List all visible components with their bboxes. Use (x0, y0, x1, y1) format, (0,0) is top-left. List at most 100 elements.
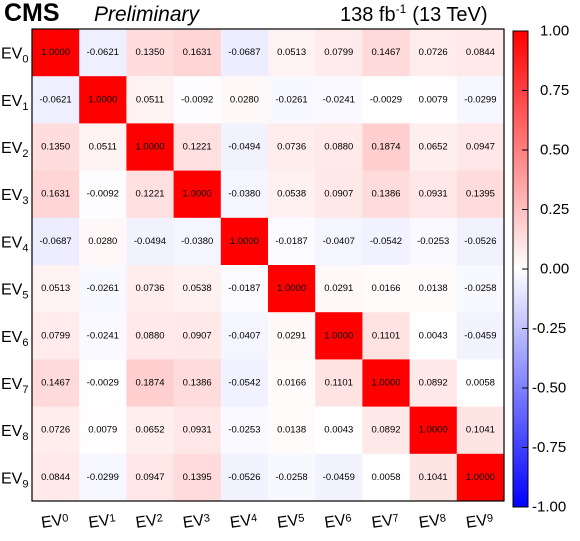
cell-value-label: 0.1395 (466, 189, 495, 200)
heatmap-cell (79, 312, 127, 360)
x-tick-label: EV5 (276, 511, 306, 532)
heatmap-cell (32, 123, 80, 172)
cell-value-label: -0.0092 (181, 94, 213, 105)
heatmap-cell (409, 453, 458, 502)
heatmap-cell (79, 217, 127, 266)
cell-value-label: -0.0261 (275, 94, 307, 105)
y-tick-label: EV2 (1, 140, 28, 160)
cell-value-label: 0.0892 (371, 425, 400, 436)
heatmap-cell (32, 29, 80, 77)
heatmap-cell (79, 29, 127, 77)
cell-value-label: -0.0299 (464, 94, 496, 105)
cell-value-label: 1.0000 (230, 236, 259, 247)
cell-value-label: 0.0513 (41, 283, 70, 294)
cell-value-label: 0.0880 (135, 330, 164, 341)
heatmap-cell (220, 217, 269, 266)
cell-value-label: -0.0687 (39, 236, 71, 247)
heatmap-cell (126, 406, 175, 455)
cell-value-label: 0.0726 (419, 47, 448, 58)
heatmap-cell (32, 312, 80, 360)
cell-value-label: 0.0138 (419, 283, 448, 294)
heatmap-cell (456, 123, 505, 172)
heatmap-cell (32, 217, 80, 266)
x-tick-label: EV0 (40, 511, 70, 532)
cell-value-label: 0.0844 (466, 47, 495, 58)
cell-value-label: -0.0494 (228, 142, 260, 153)
cell-value-label: -0.0253 (417, 236, 449, 247)
cell-value-label: -0.0380 (228, 189, 260, 200)
cell-value-label: 0.0291 (277, 330, 306, 341)
y-tick-label: EV8 (1, 423, 28, 443)
heatmap-cell (409, 29, 458, 77)
cell-value-label: 0.0280 (230, 94, 259, 105)
heatmap-cell (79, 123, 127, 172)
heatmap-cell (315, 217, 363, 266)
heatmap-cell (268, 123, 316, 172)
x-tick-label: EV6 (323, 511, 353, 532)
cell-value-label: 0.0511 (89, 142, 117, 153)
heatmap-cell (173, 312, 222, 360)
heatmap-cell (268, 217, 316, 266)
heatmap-cell (79, 359, 127, 408)
heatmap-cell (268, 453, 316, 502)
cell-value-label: 0.1350 (41, 142, 70, 153)
heatmap-cell (268, 406, 316, 455)
heatmap-cell (126, 29, 175, 77)
cell-value-label: 0.0907 (324, 189, 353, 200)
cell-value-label: 0.0511 (136, 94, 164, 105)
experiment-label: CMS (4, 0, 60, 27)
cell-value-label: 0.0880 (324, 142, 353, 153)
cell-value-label: 0.1221 (135, 189, 164, 200)
heatmap-cell (409, 170, 458, 219)
heatmap-cell (79, 406, 127, 455)
heatmap-cell (409, 217, 458, 266)
heatmap-cell (32, 406, 80, 455)
heatmap-cell (126, 265, 175, 313)
heatmap-cell (315, 29, 363, 77)
cell-value-label: 0.0280 (88, 236, 117, 247)
cell-value-label: -0.0241 (323, 94, 355, 105)
heatmap-cell (79, 453, 127, 502)
cell-value-label: -0.0380 (181, 236, 213, 247)
y-tick-label: EV7 (1, 376, 28, 396)
heatmap-cell (409, 406, 458, 455)
heatmap-cell (456, 265, 505, 313)
x-tick-label: EV9 (465, 511, 495, 532)
cell-value-label: -0.0258 (275, 472, 307, 483)
cell-value-label: 0.0652 (135, 425, 164, 436)
cell-value-label: 0.1041 (419, 472, 448, 483)
cell-value-label: 0.0931 (183, 425, 212, 436)
heatmap-cell (409, 265, 458, 313)
y-tick-label: EV4 (1, 234, 28, 254)
y-tick-label: EV0 (1, 46, 28, 66)
heatmap-cell (315, 123, 363, 172)
x-axis-labels: EV0 EV1 EV2 EV3 EV4 EV5 EV6 EV7 EV8 EV9 (40, 511, 495, 532)
heatmap-cell (315, 312, 363, 360)
heatmap-cell (268, 265, 316, 313)
heatmap-cell (173, 217, 222, 266)
cell-value-label: -0.0687 (228, 47, 260, 58)
heatmap-cell (315, 406, 363, 455)
heatmap-cell (32, 76, 80, 124)
cell-value-label: 0.1101 (372, 330, 400, 341)
cell-value-label: 0.0079 (419, 94, 448, 105)
color-bar-ticks: 1.00 0.75 0.50 0.25 0.00 -0.25 -0.50 -0.75 -1.00 (522, 23, 569, 516)
cell-value-label: 0.0166 (371, 283, 400, 294)
cell-value-label: 1.0000 (324, 330, 353, 341)
y-tick-label: EV1 (1, 93, 28, 113)
heatmap-cell (268, 29, 316, 77)
cell-value-label: 0.1631 (41, 189, 70, 200)
cell-value-label: -0.0029 (87, 378, 119, 389)
heatmap-cell (456, 29, 505, 77)
heatmap-cell (32, 453, 80, 502)
heatmap-cell (362, 29, 411, 77)
heatmap-cell (126, 359, 175, 408)
heatmap-cell (409, 312, 458, 360)
cell-value-label: 0.0043 (419, 330, 448, 341)
cell-value-label: 0.1041 (466, 425, 495, 436)
cell-value-label: -0.0526 (464, 236, 496, 247)
heatmap-cell (220, 312, 269, 360)
heatmap-cell (315, 170, 363, 219)
heatmap-cell (32, 359, 80, 408)
cell-value-label: 0.0513 (277, 47, 306, 58)
